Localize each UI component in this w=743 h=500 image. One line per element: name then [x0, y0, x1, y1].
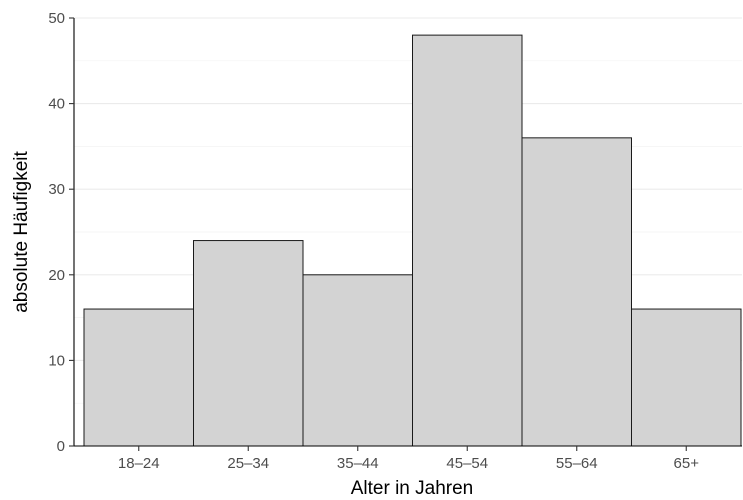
x-tick-label: 55–64: [556, 455, 598, 472]
y-tick-label: 10: [48, 352, 65, 369]
y-tick-label: 50: [48, 10, 65, 27]
x-tick-labels: 18–24 25–34 35–44 45–54 55–64 65+: [118, 455, 699, 472]
y-tick-label: 0: [57, 438, 65, 455]
axes: [69, 17, 742, 451]
x-tick-label: 45–54: [446, 455, 488, 472]
x-tick-label: 18–24: [118, 455, 160, 472]
bar: [412, 34, 523, 447]
bars: [83, 34, 742, 447]
bar: [302, 274, 413, 447]
y-tick-labels: 0 10 20 30 40 50: [48, 10, 65, 455]
y-axis-title: absolute Häufigkeit: [11, 150, 32, 312]
bar: [521, 137, 632, 447]
bar: [631, 308, 742, 447]
bar: [83, 308, 194, 447]
y-tick-label: 40: [48, 96, 65, 113]
x-tick-label: 65+: [674, 455, 700, 472]
x-tick-label: 35–44: [337, 455, 379, 472]
y-tick-label: 30: [48, 181, 65, 198]
bar: [193, 240, 304, 447]
x-axis-title: Alter in Jahren: [351, 478, 474, 499]
y-tick-label: 20: [48, 267, 65, 284]
x-tick-label: 25–34: [227, 455, 269, 472]
